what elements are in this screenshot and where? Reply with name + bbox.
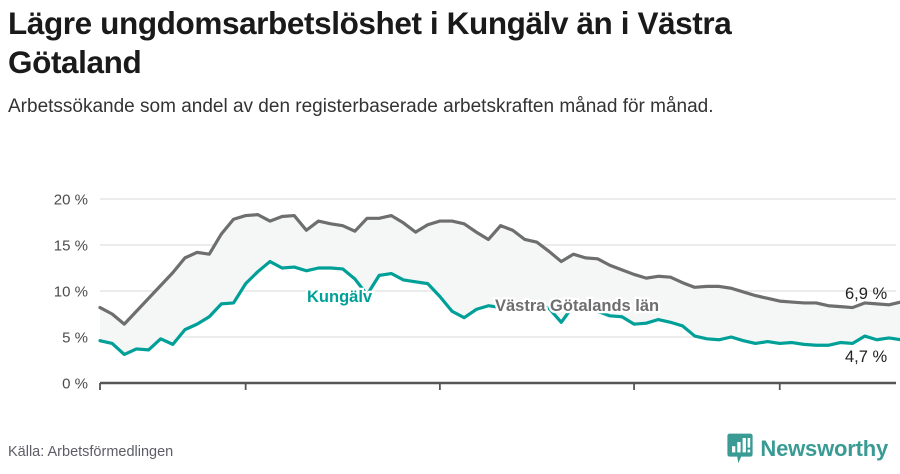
newsworthy-logo[interactable]: Newsworthy bbox=[727, 433, 888, 464]
between-series-band bbox=[100, 214, 900, 355]
series-lines bbox=[98, 213, 900, 357]
x-axis bbox=[99, 381, 896, 390]
line-chart: 0 %5 %10 %15 %20 % 20082011201520192022 … bbox=[54, 192, 900, 393]
end-value-kungalv: 4,7 % bbox=[845, 348, 888, 366]
y-axis-tick-label: 0 % bbox=[62, 376, 88, 393]
chart-plot-area: 0 %5 %10 %15 %20 % 20082011201520192022 … bbox=[0, 180, 900, 395]
y-axis-tick-label: 5 % bbox=[62, 330, 88, 347]
series-label-kungalv: Kungälv bbox=[305, 286, 375, 309]
series-label-vastra-text: Västra Götalands län bbox=[495, 297, 659, 315]
y-axis-tick-label: 15 % bbox=[54, 238, 88, 255]
series-line bbox=[98, 259, 900, 357]
chart-header: Lägre ungdomsarbetslöshet i Kungälv än i… bbox=[8, 4, 868, 120]
chart-subtitle: Arbetssökande som andel av den registerb… bbox=[8, 96, 714, 117]
end-value-vastra-gotalands-lan: 6,9 % bbox=[845, 285, 888, 303]
brand-name: Newsworthy bbox=[760, 435, 888, 461]
series-gap-band bbox=[100, 214, 900, 355]
y-axis-tick-label: 10 % bbox=[54, 284, 88, 301]
source-note: Källa: Arbetsförmedlingen bbox=[8, 444, 174, 460]
y-axis-tick-labels: 0 % 5 % 10 % 15 % 20 % bbox=[54, 192, 88, 393]
y-axis-tick-label: 20 % bbox=[54, 192, 88, 209]
bar-chart-bubble-icon bbox=[727, 433, 754, 464]
page-title: Lägre ungdomsarbetslöshet i Kungälv än i… bbox=[8, 5, 732, 80]
series-label-kungalv-text: Kungälv bbox=[307, 288, 373, 306]
series-line bbox=[98, 213, 900, 326]
chart-footer: Källa: Arbetsförmedlingen Newsworthy bbox=[0, 414, 900, 474]
series-label-vastra-gotalands-lan: Västra Götalands län bbox=[493, 295, 662, 318]
